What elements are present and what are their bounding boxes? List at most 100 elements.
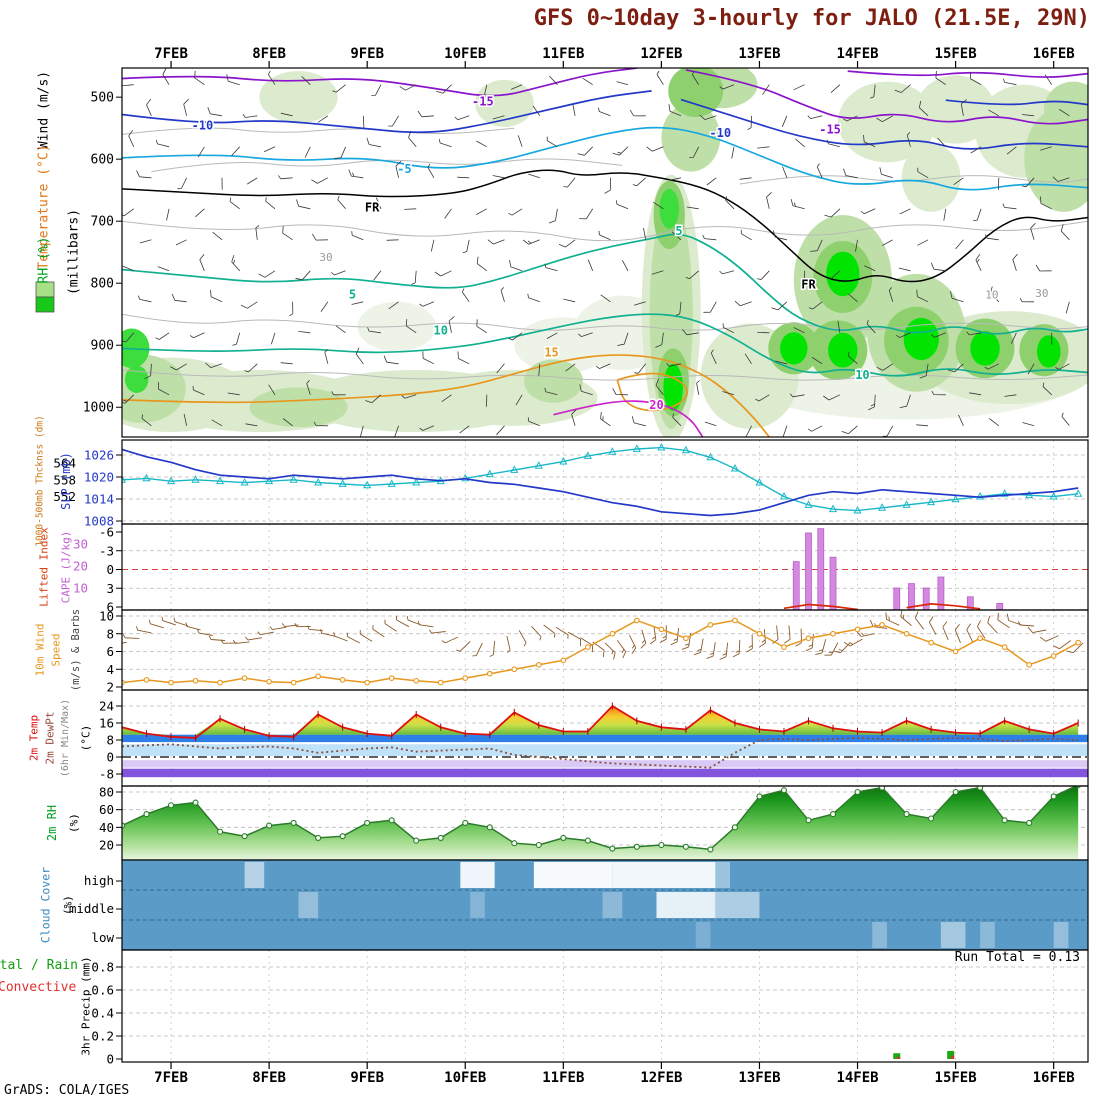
svg-text:10FEB: 10FEB bbox=[444, 1070, 486, 1086]
precip-total-bar bbox=[947, 1050, 955, 1059]
svg-text:10: 10 bbox=[434, 323, 448, 337]
svg-text:0: 0 bbox=[106, 562, 114, 577]
svg-text:FR: FR bbox=[801, 277, 816, 291]
svg-text:700: 700 bbox=[91, 215, 114, 230]
temp-line bbox=[122, 704, 1079, 739]
svg-text:0.4: 0.4 bbox=[91, 1006, 114, 1021]
svg-text:low: low bbox=[91, 930, 114, 945]
svg-text:3: 3 bbox=[106, 581, 114, 596]
svg-text:552: 552 bbox=[53, 489, 76, 504]
rh2m-line bbox=[122, 786, 1078, 851]
svg-text:1000: 1000 bbox=[83, 401, 114, 416]
svg-text:15: 15 bbox=[544, 346, 558, 360]
precip-total-bar bbox=[893, 1053, 901, 1059]
svg-text:900: 900 bbox=[91, 339, 114, 354]
svg-text:FR: FR bbox=[365, 201, 380, 215]
precip-axis-label: 3hr Precip (mm) bbox=[79, 956, 93, 1056]
svg-text:high: high bbox=[84, 873, 114, 888]
contour-labels: -15 -15 -10 -10 -5 FR FR 5 5 10 10 15 20 30 10 30 bbox=[190, 93, 1050, 413]
wind10-barbs bbox=[122, 610, 1084, 660]
rh2m-unit-axis-label: (%) bbox=[67, 813, 81, 833]
panel-rh2m: 80 60 40 20 bbox=[99, 785, 1089, 861]
temperature-contours bbox=[122, 68, 1088, 437]
lifted-index-axis-label: Lifted Index bbox=[37, 527, 51, 607]
svg-text:600: 600 bbox=[91, 153, 114, 168]
svg-text:40: 40 bbox=[99, 820, 114, 835]
minmax-axis-label: (6hr Min/Max) bbox=[60, 698, 71, 778]
svg-text:564: 564 bbox=[53, 456, 76, 471]
svg-text:6: 6 bbox=[106, 644, 114, 659]
lifted-index-line bbox=[783, 603, 981, 610]
chart-title: GFS 0~10day 3-hourly for JALO (21.5E, 29… bbox=[533, 6, 1090, 31]
slp-line bbox=[122, 448, 1079, 517]
svg-text:8FEB: 8FEB bbox=[252, 1070, 286, 1086]
svg-text:6: 6 bbox=[106, 600, 114, 615]
svg-text:13FEB: 13FEB bbox=[738, 46, 780, 62]
svg-text:10: 10 bbox=[99, 609, 114, 624]
cloud-patches bbox=[244, 862, 1069, 948]
svg-text:-15: -15 bbox=[472, 94, 494, 108]
svg-text:1008: 1008 bbox=[84, 514, 114, 529]
svg-text:-10: -10 bbox=[709, 126, 731, 140]
wind10-axis-label-2: Speed bbox=[49, 633, 63, 667]
upper-wind-barbs bbox=[122, 68, 1070, 437]
svg-text:9FEB: 9FEB bbox=[350, 1070, 384, 1086]
svg-text:12FEB: 12FEB bbox=[640, 1070, 682, 1086]
svg-text:20: 20 bbox=[649, 398, 663, 412]
svg-text:11FEB: 11FEB bbox=[542, 46, 584, 62]
svg-text:5: 5 bbox=[349, 287, 356, 301]
svg-text:0.8: 0.8 bbox=[91, 960, 114, 975]
panel-cloud-cover: high middle low bbox=[69, 859, 1089, 951]
svg-text:1026: 1026 bbox=[84, 448, 114, 463]
dewpoint-line bbox=[122, 736, 1079, 769]
svg-text:0.2: 0.2 bbox=[91, 1029, 114, 1044]
svg-text:16: 16 bbox=[99, 716, 114, 731]
temp2m-axis-label: 2m Temp bbox=[27, 714, 41, 762]
svg-text:7FEB: 7FEB bbox=[154, 46, 188, 62]
precip-bars bbox=[893, 1050, 955, 1059]
svg-text:20: 20 bbox=[73, 559, 88, 574]
bottom-date-axis: 7FEB 8FEB 9FEB 10FEB 11FEB 12FEB 13FEB 14FEB 15F… bbox=[154, 1062, 1075, 1086]
svg-text:10: 10 bbox=[855, 368, 869, 382]
cape-bars bbox=[792, 528, 1004, 610]
slp-axis-label: SLP (mb) bbox=[59, 452, 73, 510]
svg-text:15FEB: 15FEB bbox=[935, 1070, 977, 1086]
svg-text:16FEB: 16FEB bbox=[1033, 1070, 1075, 1086]
svg-text:8: 8 bbox=[106, 733, 114, 748]
panel-wind10: 10 8 6 4 2 bbox=[99, 609, 1089, 695]
precip-convective-bar bbox=[951, 1055, 955, 1059]
pressure-axis: 500 600 700 800 900 1000 bbox=[83, 91, 122, 416]
svg-text:-10: -10 bbox=[192, 119, 214, 133]
svg-text:800: 800 bbox=[91, 277, 114, 292]
svg-text:11FEB: 11FEB bbox=[542, 1070, 584, 1086]
svg-text:14FEB: 14FEB bbox=[836, 46, 878, 62]
svg-text:60: 60 bbox=[99, 802, 114, 817]
svg-text:10: 10 bbox=[73, 581, 88, 596]
svg-text:12FEB: 12FEB bbox=[640, 46, 682, 62]
credit-label: GrADS: COLA/IGES bbox=[4, 1083, 130, 1098]
svg-text:-15: -15 bbox=[819, 122, 841, 136]
upper-wind-axis-label: Wind (m/s) bbox=[36, 70, 52, 150]
svg-text:8: 8 bbox=[106, 626, 114, 641]
svg-text:30: 30 bbox=[319, 251, 332, 264]
svg-text:-8: -8 bbox=[99, 767, 114, 782]
temp-fill bbox=[122, 706, 1079, 735]
wind10-axis-label-1: 10m Wind bbox=[33, 623, 47, 677]
svg-text:30: 30 bbox=[73, 537, 88, 552]
svg-text:1014: 1014 bbox=[84, 492, 114, 507]
top-date-axis: 7FEB 8FEB 9FEB 10FEB 11FEB 12FEB 13FEB 14FEB 15F… bbox=[154, 46, 1075, 68]
svg-text:0: 0 bbox=[106, 750, 114, 765]
total-rain-legend-label: Total / Rain bbox=[0, 958, 78, 973]
svg-text:5: 5 bbox=[675, 224, 682, 238]
wind10-line bbox=[122, 619, 1079, 684]
rh-colorbar bbox=[35, 281, 55, 313]
svg-text:500: 500 bbox=[91, 91, 114, 106]
svg-text:middle: middle bbox=[69, 901, 114, 916]
run-total-label: Run Total = 0.13 bbox=[954, 950, 1080, 965]
cloud-unit-axis-label: (%) bbox=[61, 895, 75, 915]
svg-text:2: 2 bbox=[106, 680, 114, 695]
precip-convective-bar bbox=[897, 1056, 901, 1059]
